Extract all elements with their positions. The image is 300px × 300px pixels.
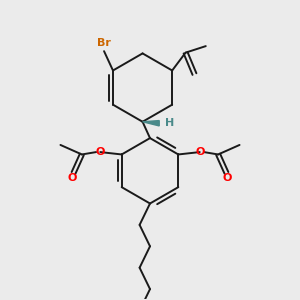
Polygon shape xyxy=(142,121,159,126)
Text: O: O xyxy=(195,147,205,157)
Text: O: O xyxy=(68,173,77,183)
Text: O: O xyxy=(95,147,105,157)
Text: Br: Br xyxy=(97,38,110,48)
Text: H: H xyxy=(165,118,174,128)
Text: O: O xyxy=(223,173,232,183)
